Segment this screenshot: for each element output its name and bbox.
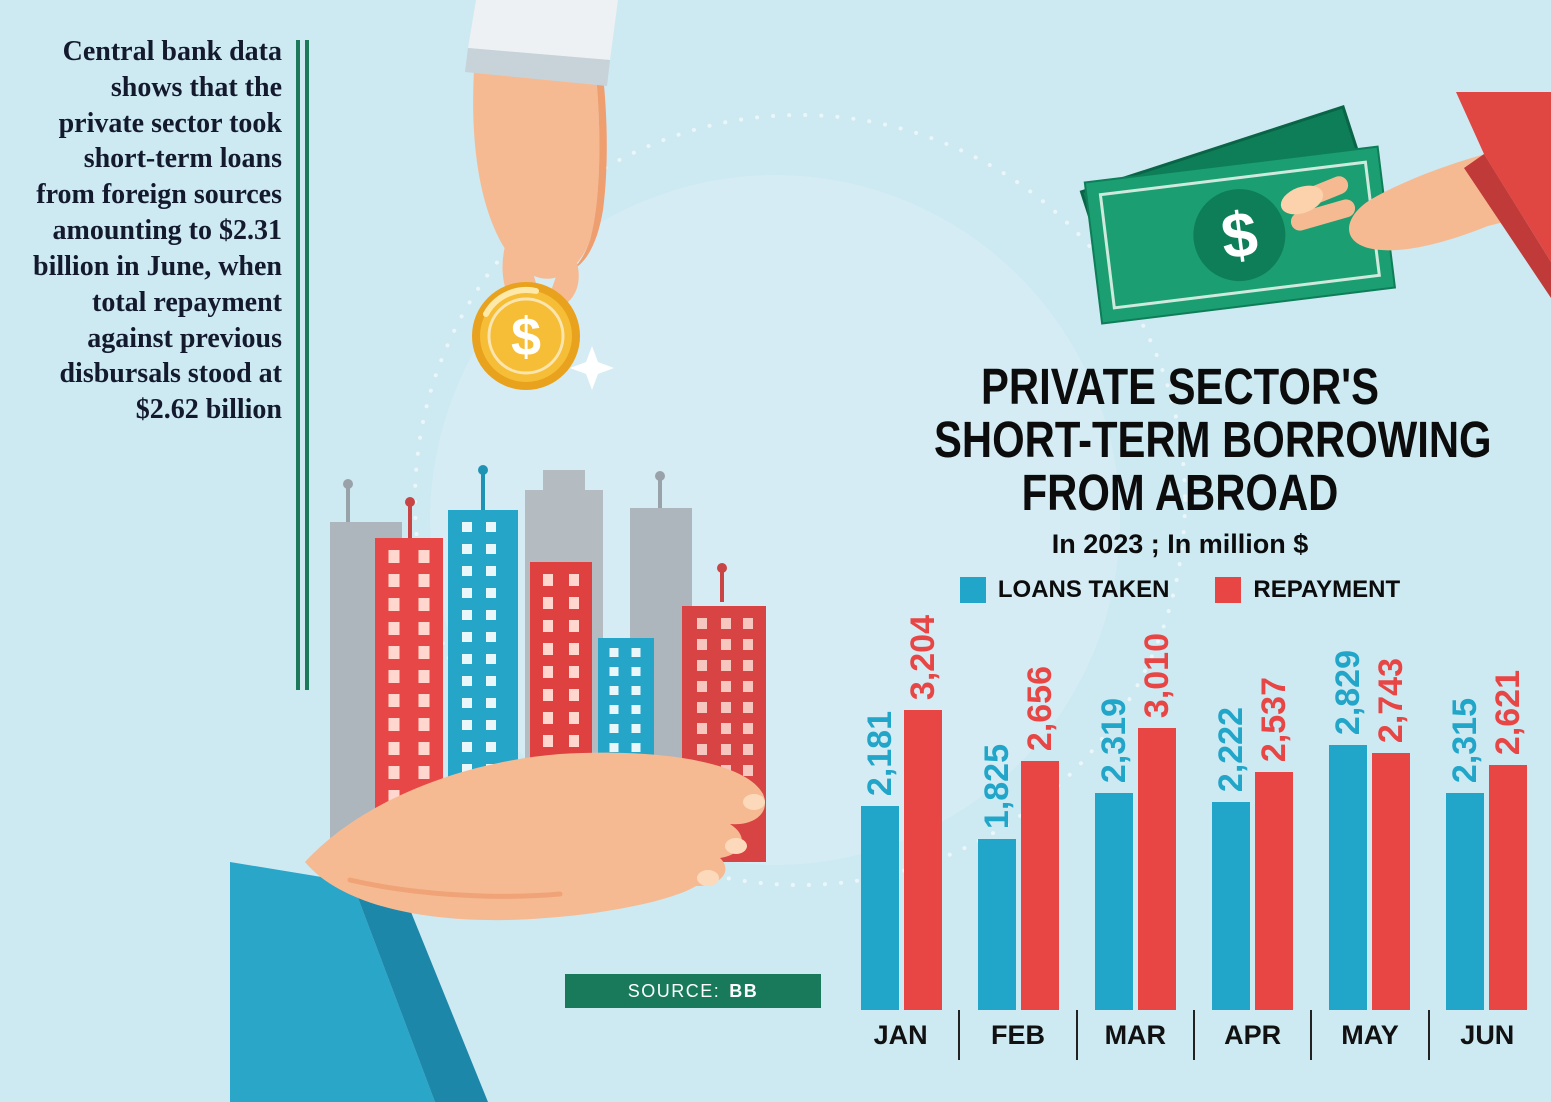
open-palm — [305, 752, 766, 921]
dollar-icon: $ — [511, 307, 541, 367]
bar-column: 2,621 — [1489, 670, 1527, 1010]
bar-column: 3,204 — [904, 615, 942, 1010]
value-label: 2,537 — [1255, 676, 1293, 762]
bar-column: 2,222 — [1212, 707, 1250, 1010]
bar-group-jun: 2,315 2,621 — [1428, 670, 1545, 1010]
bar-column: 2,315 — [1446, 698, 1484, 1010]
bar-column: 2,656 — [1021, 666, 1059, 1010]
bar-group-feb: 1,825 2,656 — [960, 666, 1077, 1010]
chart-header: PRIVATE SECTOR'S SHORT-TERM BORROWING FR… — [880, 358, 1492, 604]
bar-chart: 2,181 3,204 1,825 2,656 2,319 3,010 2,222 2,537… — [843, 585, 1545, 1060]
value-label: 2,181 — [861, 710, 899, 796]
value-label: 3,010 — [1138, 632, 1176, 718]
repayment-swatch — [1215, 577, 1242, 604]
month-label-apr: APR — [1192, 1010, 1310, 1060]
value-label: 3,204 — [904, 614, 942, 700]
value-label: 2,621 — [1489, 669, 1527, 755]
chart-title-line-1: PRIVATE SECTOR'S — [980, 358, 1380, 415]
hand-with-cash-illustration: $ — [1079, 92, 1551, 325]
bar-group-jan: 2,181 3,204 — [843, 615, 960, 1010]
hand-dropping-coin-illustration: $ — [465, 0, 618, 390]
bar-repayment — [1138, 728, 1176, 1010]
legend-label: REPAYMENT — [1253, 576, 1401, 604]
bar-column: 2,829 — [1329, 650, 1367, 1010]
sleeve — [230, 862, 435, 1102]
summary-text: Central bank data shows that the private… — [33, 36, 282, 426]
bar-repayment — [1255, 772, 1293, 1010]
bar-column: 3,010 — [1138, 633, 1176, 1010]
bar-repayment — [1021, 761, 1059, 1010]
bar-loans-taken — [1446, 793, 1484, 1010]
bar-loans-taken — [1095, 793, 1133, 1010]
sleeve — [1456, 92, 1551, 262]
dollar-bill-back-icon — [1079, 105, 1387, 323]
bar-group-mar: 2,319 3,010 — [1077, 633, 1194, 1010]
value-label: 2,656 — [1021, 665, 1059, 751]
bar-loans-taken — [1329, 745, 1367, 1010]
value-label: 2,222 — [1212, 706, 1250, 792]
double-rule-divider — [296, 40, 309, 690]
source-tag: SOURCE: BB — [565, 974, 821, 1008]
bar-column: 2,537 — [1255, 677, 1293, 1010]
value-label: 2,829 — [1329, 649, 1367, 735]
chart-title-line-2: SHORT-TERM BORROWING — [934, 411, 1492, 469]
bar-loans-taken — [1212, 802, 1250, 1010]
bar-column: 2,181 — [861, 711, 899, 1010]
bars-area: 2,181 3,204 1,825 2,656 2,319 3,010 2,222 2,537… — [843, 585, 1545, 1010]
legend-item-loans-taken: LOANS TAKEN — [959, 576, 1170, 604]
bar-loans-taken — [861, 806, 899, 1010]
bar-column: 1,825 — [978, 744, 1016, 1010]
value-label: 2,743 — [1372, 657, 1410, 743]
value-label: 2,319 — [1095, 697, 1133, 783]
bar-loans-taken — [978, 839, 1016, 1010]
bar-group-apr: 2,222 2,537 — [1194, 677, 1311, 1010]
coin-icon: $ — [472, 282, 580, 390]
month-label-may: MAY — [1310, 1010, 1427, 1060]
city-buildings — [330, 470, 766, 862]
bar-column: 2,319 — [1095, 698, 1133, 1010]
legend-label: LOANS TAKEN — [997, 576, 1170, 604]
chart-legend: LOANS TAKEN REPAYMENT — [880, 576, 1480, 604]
bar-repayment — [1372, 753, 1410, 1010]
bar-repayment — [904, 710, 942, 1010]
bar-repayment — [1489, 765, 1527, 1010]
dollar-icon: $ — [1217, 197, 1261, 273]
x-axis-labels: JAN FEB MAR APR MAY JUN — [843, 1010, 1545, 1060]
loans-taken-swatch — [959, 577, 986, 604]
chart-title-line-3: FROM ABROAD — [1021, 464, 1339, 522]
legend-item-repayment: REPAYMENT — [1215, 576, 1400, 604]
sparkle-icon — [570, 346, 614, 390]
value-label: 2,315 — [1446, 697, 1484, 783]
bar-group-may: 2,829 2,743 — [1311, 650, 1428, 1010]
value-label: 1,825 — [978, 743, 1016, 829]
bar-column: 2,743 — [1372, 658, 1410, 1010]
month-label-jan: JAN — [873, 1020, 928, 1050]
sleeve — [468, 0, 618, 60]
dollar-bill-front-icon: $ — [1083, 145, 1397, 325]
month-label-mar: MAR — [1075, 1010, 1193, 1060]
month-label-jun: JUN — [1427, 1010, 1545, 1060]
month-label-feb: FEB — [958, 1010, 1075, 1060]
source-label: SOURCE: — [627, 980, 721, 1001]
source-value: BB — [729, 980, 759, 1001]
chart-subtitle: In 2023 ; In million $ — [1051, 529, 1309, 560]
